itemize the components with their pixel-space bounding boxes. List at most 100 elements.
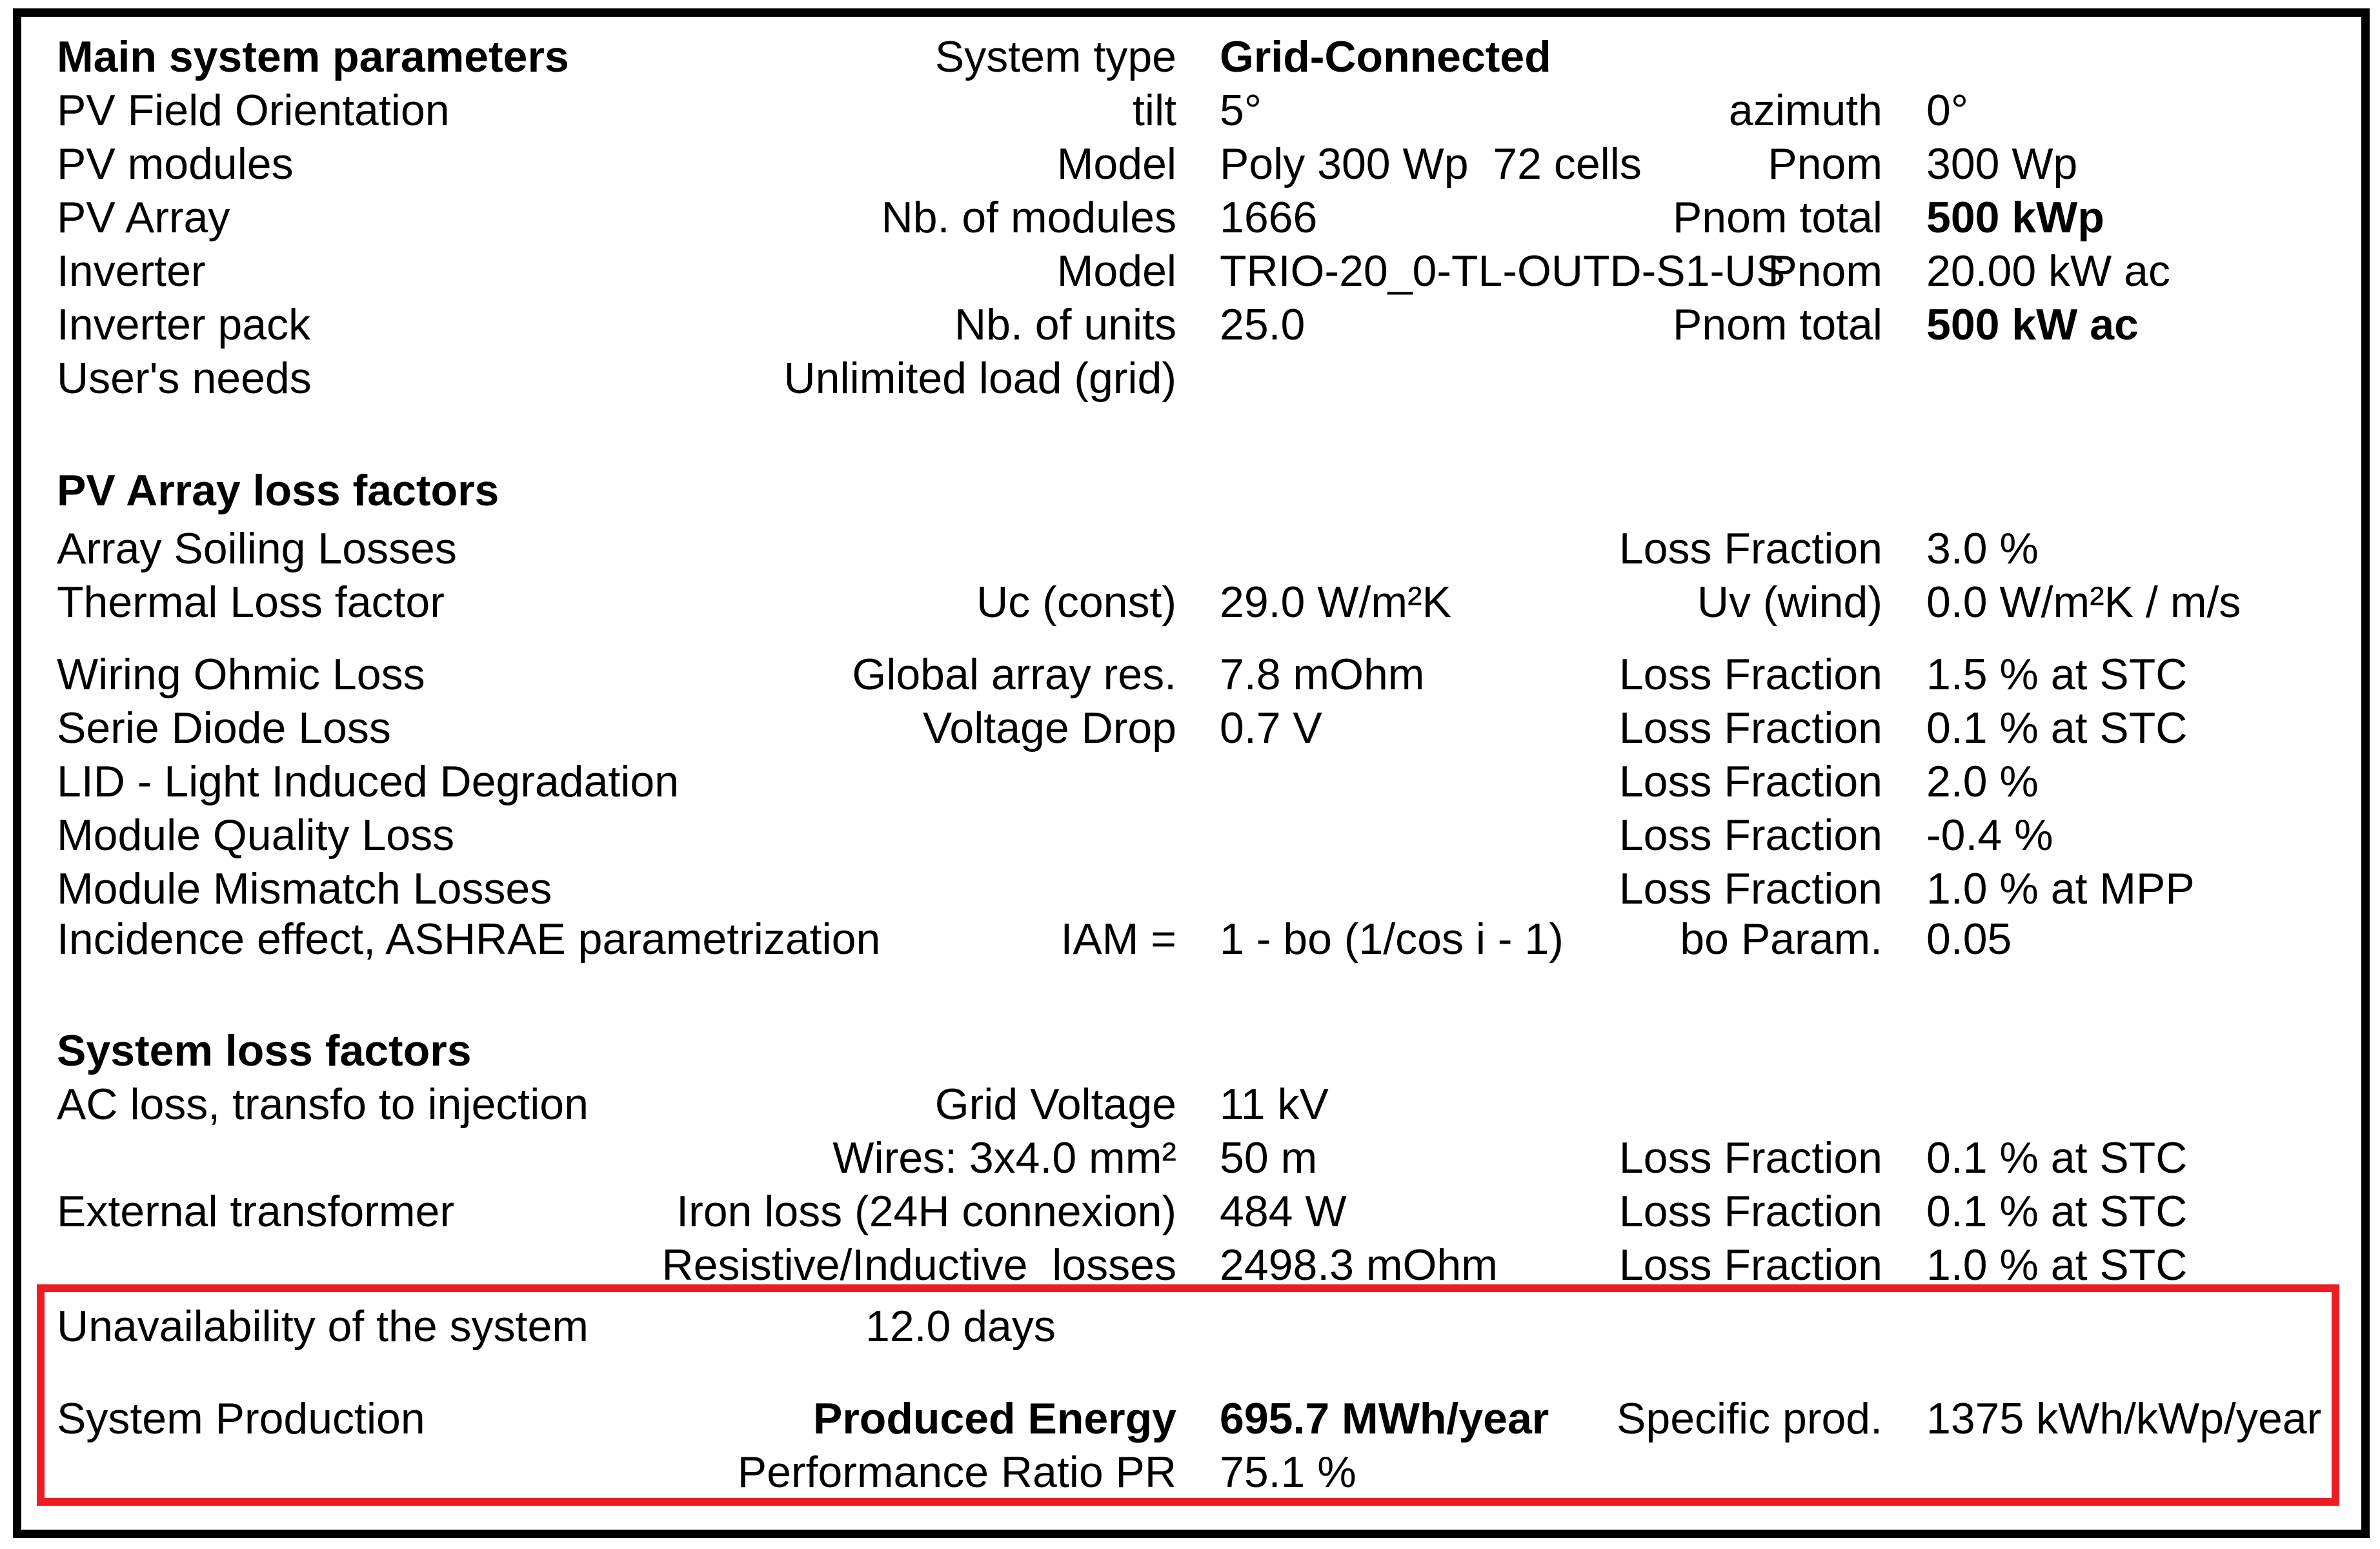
value2-cell: 1.0 % at MPP xyxy=(1926,864,2195,913)
param2-cell: Pnom xyxy=(1768,139,1882,188)
value2-cell: 1.5 % at STC xyxy=(1926,650,2188,699)
row-module-quality: Module Quality Loss Loss Fraction -0.4 % xyxy=(0,809,2380,862)
row-performance-ratio: Performance Ratio PR 75.1 % xyxy=(0,1446,2380,1499)
row-module-mismatch: Module Mismatch Losses Loss Fraction 1.0… xyxy=(0,862,2380,916)
unavailability-value: 12.0 days xyxy=(865,1302,1056,1351)
value-cell: 11 kV xyxy=(1220,1080,1329,1129)
row-system-production: System Production Produced Energy 695.7 … xyxy=(0,1392,2380,1446)
value2-cell: 0.1 % at STC xyxy=(1926,704,2188,753)
param2-cell: Loss Fraction xyxy=(1619,811,1882,860)
row-wiring-ohmic: Wiring Ohmic Loss Global array res. 7.8 … xyxy=(0,648,2380,702)
value-cell: 5° xyxy=(1220,86,1262,135)
label-cell: Incidence effect, ASHRAE parametrization xyxy=(57,915,881,964)
row-external-transformer: External transformer Iron loss (24H conn… xyxy=(0,1185,2380,1239)
label-cell: Thermal Loss factor xyxy=(57,578,445,627)
param-cell: Grid Voltage xyxy=(934,1080,1176,1129)
row-array-soiling: Array Soiling Losses Loss Fraction 3.0 % xyxy=(0,522,2380,576)
row-main-header: Main system parameters System type Grid-… xyxy=(0,30,2380,84)
param2-cell: Loss Fraction xyxy=(1619,650,1882,699)
param2-cell: azimuth xyxy=(1728,86,1882,135)
system-type-value: Grid-Connected xyxy=(1220,32,1551,81)
param-cell: Uc (const) xyxy=(976,578,1176,627)
value2-cell: 0.1 % at STC xyxy=(1926,1133,2188,1182)
param2-cell: Loss Fraction xyxy=(1619,757,1882,806)
param-cell: Iron loss (24H connexion) xyxy=(676,1187,1176,1236)
param2-cell: Pnom total xyxy=(1672,300,1882,349)
label-cell: Array Soiling Losses xyxy=(57,524,457,573)
param-cell: Wires: 3x4.0 mm² xyxy=(832,1133,1176,1182)
section-title-main: Main system parameters xyxy=(57,32,569,81)
param-cell: Global array res. xyxy=(852,650,1176,699)
result-highlight-box xyxy=(37,1284,2339,1506)
value-cell: 0.7 V xyxy=(1220,704,1322,753)
param2-cell: bo Param. xyxy=(1680,915,1882,964)
row-serie-diode: Serie Diode Loss Voltage Drop 0.7 V Loss… xyxy=(0,702,2380,755)
row-pv-array: PV Array Nb. of modules 1666 Pnom total … xyxy=(0,191,2380,245)
param-cell: Model xyxy=(1056,139,1176,188)
value-cell: TRIO-20_0-TL-OUTD-S1-US xyxy=(1220,247,1786,296)
label-cell: Serie Diode Loss xyxy=(57,704,391,753)
label-cell: Inverter xyxy=(57,247,206,296)
section-title-pv-loss: PV Array loss factors xyxy=(57,466,499,515)
produced-energy-value: 695.7 MWh/year xyxy=(1220,1394,1549,1443)
value-cell: 7.8 mOhm xyxy=(1220,650,1425,699)
row-ac-loss: AC loss, transfo to injection Grid Volta… xyxy=(0,1078,2380,1131)
value2-cell: 500 kWp xyxy=(1926,193,2104,242)
value-cell: 50 m xyxy=(1220,1133,1318,1182)
specific-prod-value: 1375 kWh/kWp/year xyxy=(1926,1394,2322,1443)
label-cell: PV Field Orientation xyxy=(57,86,450,135)
value-cell: 1666 xyxy=(1220,193,1318,242)
label-cell: User's needs xyxy=(57,354,312,403)
param2-cell: Loss Fraction xyxy=(1619,1240,1882,1290)
value2-cell: 0.1 % at STC xyxy=(1926,1187,2188,1236)
value2-cell: 20.00 kW ac xyxy=(1926,247,2170,296)
value2-cell: 2.0 % xyxy=(1926,757,2039,806)
outer-frame xyxy=(13,8,2370,1538)
row-incidence-effect: Incidence effect, ASHRAE parametrization… xyxy=(0,913,2380,966)
value-cell: Poly 300 Wp 72 cells xyxy=(1220,139,1642,188)
param-cell: Nb. of modules xyxy=(881,193,1176,242)
row-system-loss-header: System loss factors xyxy=(0,1024,2380,1078)
value2-cell: 3.0 % xyxy=(1926,524,2039,573)
label-cell: Module Mismatch Losses xyxy=(57,864,552,913)
label-cell: PV modules xyxy=(57,139,294,188)
row-pv-loss-header: PV Array loss factors xyxy=(0,464,2380,518)
value2-cell: 0° xyxy=(1926,86,1969,135)
label-cell: PV Array xyxy=(57,193,230,242)
param2-cell: Loss Fraction xyxy=(1619,704,1882,753)
label-cell: External transformer xyxy=(57,1187,454,1236)
row-unavailability: Unavailability of the system 12.0 days xyxy=(0,1300,2380,1353)
param-cell: Unlimited load (grid) xyxy=(783,354,1176,403)
label-cell: Wiring Ohmic Loss xyxy=(57,650,425,699)
param2-cell: Pnom xyxy=(1768,247,1882,296)
row-resistive-inductive: Resistive/Inductive losses 2498.3 mOhm L… xyxy=(0,1239,2380,1292)
param2-cell: Loss Fraction xyxy=(1619,1133,1882,1182)
system-production-label: System Production xyxy=(57,1394,425,1443)
row-lid: LID - Light Induced Degradation Loss Fra… xyxy=(0,755,2380,809)
row-inverter: Inverter Model TRIO-20_0-TL-OUTD-S1-US P… xyxy=(0,245,2380,298)
param-cell: Voltage Drop xyxy=(922,704,1176,753)
unavailability-label: Unavailability of the system xyxy=(57,1302,589,1351)
param2-cell: Loss Fraction xyxy=(1619,524,1882,573)
value2-cell: 0.05 xyxy=(1926,915,2012,964)
value2-cell: 0.0 W/m²K / m/s xyxy=(1926,578,2241,627)
value2-cell: -0.4 % xyxy=(1926,811,2053,860)
param2-cell: Pnom total xyxy=(1672,193,1882,242)
label-cell: LID - Light Induced Degradation xyxy=(57,757,679,806)
label-cell: Module Quality Loss xyxy=(57,811,455,860)
param-cell: tilt xyxy=(1133,86,1176,135)
value-cell: 2498.3 mOhm xyxy=(1220,1240,1498,1290)
value-cell: 25.0 xyxy=(1220,300,1306,349)
value-cell: 29.0 W/m²K xyxy=(1220,578,1451,627)
row-wires: Wires: 3x4.0 mm² 50 m Loss Fraction 0.1 … xyxy=(0,1131,2380,1185)
value-cell: 1 - bo (1/cos i - 1) xyxy=(1220,915,1564,964)
param-cell: Resistive/Inductive losses xyxy=(661,1240,1176,1290)
label-cell: AC loss, transfo to injection xyxy=(57,1080,589,1129)
row-pv-modules: PV modules Model Poly 300 Wp 72 cells Pn… xyxy=(0,137,2380,191)
performance-ratio-label: Performance Ratio PR xyxy=(737,1448,1176,1497)
value2-cell: 300 Wp xyxy=(1926,139,2078,188)
param2-cell: Loss Fraction xyxy=(1619,1187,1882,1236)
value2-cell: 1.0 % at STC xyxy=(1926,1240,2188,1290)
param-cell: Nb. of units xyxy=(954,300,1176,349)
